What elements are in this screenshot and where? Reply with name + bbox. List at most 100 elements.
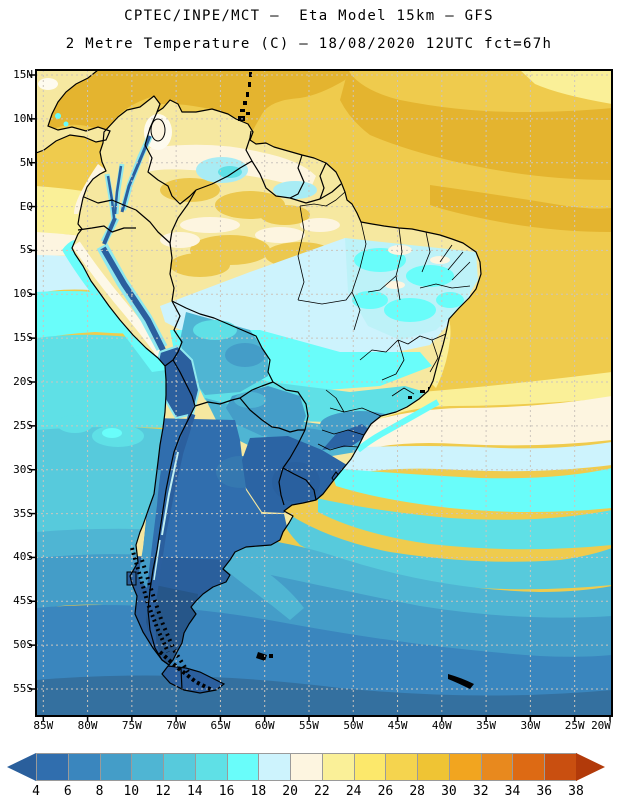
andes-ridge-light-line (153, 539, 161, 581)
ocean-atlantic-deep-gold-band (340, 70, 612, 180)
border-uruguay-brazil (282, 467, 317, 501)
colorbar-cell (480, 753, 514, 781)
colorbar-tick-label: 22 (314, 784, 330, 799)
pacific-cyan-patch (57, 415, 93, 433)
lon-tick-label: 20W (591, 719, 611, 732)
lon-tick-label: 25W (564, 719, 585, 732)
state-border (419, 283, 471, 289)
state-border (297, 291, 353, 305)
border-ecuador-peru (77, 225, 136, 233)
colorbar-tick-label: 16 (218, 784, 235, 799)
ne-cyan-blob (436, 292, 464, 308)
map-frame (35, 69, 613, 717)
colorbar-cell (194, 753, 228, 781)
border-paraguay-brazil (272, 381, 309, 431)
lon-tick-label: 85W (33, 719, 54, 732)
state-border (325, 389, 345, 413)
lat-tick-label: 5N (19, 155, 33, 169)
state-border (321, 429, 365, 436)
colorbar-cell (512, 753, 546, 781)
peru-coastal-desert-strip (72, 241, 169, 370)
country-borders (71, 95, 482, 691)
state-border (439, 244, 453, 263)
border-venezuela-brazil (195, 160, 253, 191)
colorbar-cell (67, 753, 101, 781)
border-paraguay-argentina (239, 397, 305, 433)
ocean-ne-corner-pale (520, 70, 612, 104)
ne-cyan-blob (384, 298, 436, 322)
colorbar-tick-label: 28 (409, 784, 425, 799)
lon-tick-label: 75W (121, 719, 142, 732)
lon-tick-label: 50W (343, 719, 364, 732)
colorbar-tick-label: 34 (504, 784, 521, 799)
beni-patch (193, 320, 237, 340)
ne-cream-spot (430, 256, 450, 264)
border-guyana-suriname (289, 154, 305, 199)
lat-tick-label: 35S (13, 506, 33, 520)
lon-tick-label: 45W (387, 719, 408, 732)
andes-core-peru (100, 246, 166, 352)
costa-rica-mountain-dot (55, 113, 61, 119)
lat-tick-label: 10S (13, 287, 33, 301)
uruguay-dark-patch (272, 462, 320, 502)
colorbar-tick-label: 18 (250, 784, 267, 799)
colorbar-cell (131, 753, 165, 781)
border-chile-argentina (147, 405, 196, 666)
argentine-shelf-warm-tongue (216, 552, 304, 620)
page-subtitle: 2 Metre Temperature (C) – 18/08/2020 12U… (65, 36, 553, 52)
border-chile-bolivia (172, 359, 196, 407)
colorbar-cell (36, 753, 69, 781)
colorbar-cell (290, 753, 323, 781)
pacific-cyan-patch-bright (102, 428, 122, 438)
border-argentina-brazil (282, 429, 306, 469)
falkland-islands-east (269, 654, 273, 658)
colorbar-cell (226, 753, 260, 781)
state-border (297, 205, 305, 301)
state-border (397, 333, 447, 345)
andes-core-colombia-central (113, 165, 123, 215)
state-border (329, 407, 382, 417)
state-border (451, 261, 471, 281)
lat-tick-label: 30S (13, 462, 33, 476)
colorbar-cell (385, 753, 419, 781)
border-chile-peru (164, 359, 174, 367)
colorbar-cell (417, 753, 450, 781)
border-suriname-frguiana (319, 162, 327, 200)
axis-ticks (29, 74, 611, 721)
amazon-cream-patch (300, 218, 340, 232)
colorbar-cell (99, 753, 133, 781)
brazil-state-borders (297, 191, 471, 451)
lon-tick-label: 55W (299, 719, 319, 732)
lat-tick-label: 45S (13, 594, 33, 608)
andes-core-colombia-east (120, 135, 152, 213)
ne-cream-spot (388, 245, 412, 255)
border-tierra-del-fuego-split (180, 667, 183, 691)
colorbar-cell (163, 753, 196, 781)
colorbar-tick-label: 8 (95, 784, 104, 799)
chile-valley-strip (138, 470, 161, 588)
border-guyana-brazil (251, 160, 291, 199)
border-peru-bolivia (171, 300, 183, 361)
state-border (299, 191, 346, 207)
fuegian-archipelago-speckles (158, 650, 213, 692)
colorbar-tick-label: 20 (282, 784, 298, 799)
lat-tick-label: 50S (13, 638, 33, 652)
andes-core-ecuador (102, 217, 117, 245)
colorbar-tick-label: 6 (63, 784, 72, 799)
ocean-atlantic-deep-gold-patch (430, 185, 612, 232)
santa-cruz-patch (225, 343, 265, 367)
border-venezuela-colombia (144, 109, 197, 205)
state-border (317, 443, 359, 451)
border-venezuela-guyana (245, 130, 253, 162)
land-gold-patch (160, 178, 220, 202)
state-border (351, 291, 361, 331)
border-peru-brazil (169, 242, 175, 302)
lon-tick-label: 80W (77, 719, 98, 732)
guyana-south-cyan (273, 181, 317, 199)
atlantic-band-18-20 (330, 442, 612, 474)
atlantic-coastal-bright-stroke (356, 399, 440, 453)
border-colombia-ecuador (83, 196, 137, 211)
temperature-colorbar: 4 6 8 10 12 14 16 18 20 22 24 26 28 30 32 34 36 38 (0, 753, 618, 799)
